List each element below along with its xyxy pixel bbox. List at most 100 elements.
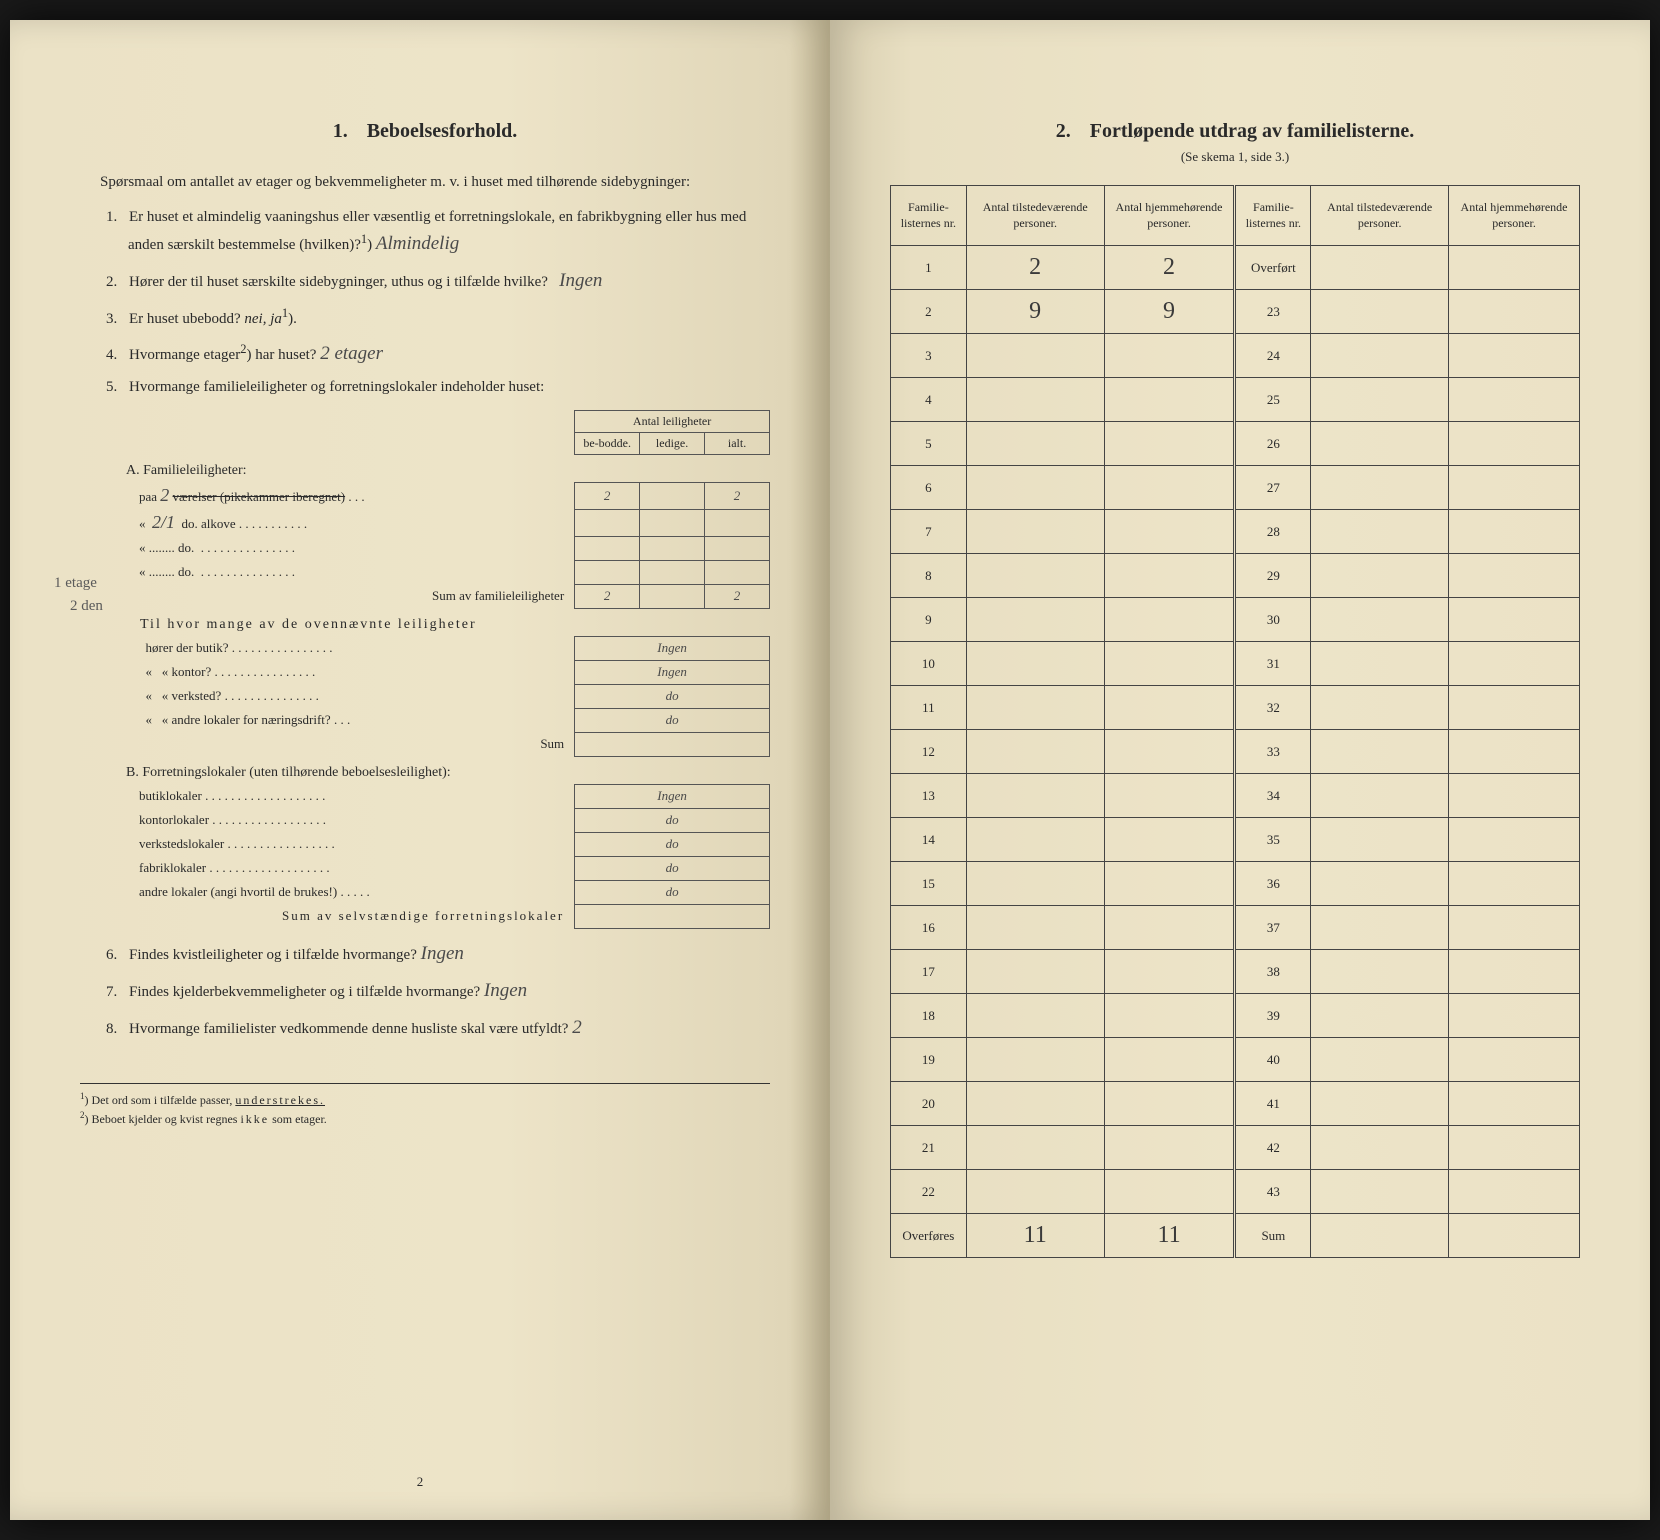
cell-hjemme-r: [1449, 334, 1580, 378]
cell-tilstede: [966, 642, 1104, 686]
sum-label: Sum: [1235, 1214, 1311, 1258]
right-page: 2. Fortløpende utdrag av familielisterne…: [830, 20, 1650, 1520]
section-1-label: Beboelsesforhold.: [367, 120, 518, 142]
table-row: 930: [891, 598, 1580, 642]
cell-hjemme-r: [1449, 1170, 1580, 1214]
row-num-right: 37: [1235, 906, 1311, 950]
cell-tilstede: [966, 730, 1104, 774]
subq-kontor: « « kontor? . . . . . . . . . . . . . . …: [120, 660, 770, 684]
sum-b-label: Sum av selvstændige forretningslokaler: [282, 908, 564, 923]
row-a1: paa 2 værelser (pikekammer iberegnet) . …: [120, 482, 770, 509]
cell-tilstede: [966, 554, 1104, 598]
leiligheter-table: Antal leiligheter be-bodde. ledige. ialt…: [120, 410, 770, 929]
row-num-right: 43: [1235, 1170, 1311, 1214]
col-ialt: ialt.: [705, 432, 770, 454]
cell-tilstede: [966, 422, 1104, 466]
row-num-right: 32: [1235, 686, 1311, 730]
table-row: 829: [891, 554, 1580, 598]
cell-tilstede: [966, 510, 1104, 554]
row-num-left: 4: [891, 378, 967, 422]
row-num-left: 17: [891, 950, 967, 994]
row-num-left: 20: [891, 1082, 967, 1126]
row-num-right: 42: [1235, 1126, 1311, 1170]
row-b2: kontorlokaler . . . . . . . . . . . . . …: [120, 808, 770, 832]
q7-answer: Ingen: [484, 980, 527, 1001]
table-row: 2142: [891, 1126, 1580, 1170]
cell-hjemme-r: [1449, 686, 1580, 730]
extract-header-row: Familie-listernes nr. Antal tilstedevære…: [891, 186, 1580, 246]
cell-tilstede-r: [1311, 598, 1449, 642]
cell-hjemme-r: [1449, 1126, 1580, 1170]
row-b5-ans: do: [575, 880, 770, 904]
cell-tilstede: [966, 818, 1104, 862]
cell-tilstede: [966, 994, 1104, 1038]
question-1: 1. Er huset et almindelig vaaningshus el…: [106, 206, 770, 259]
cell-tilstede: 2: [966, 246, 1104, 290]
cell-hjemme: [1104, 950, 1235, 994]
section-a-label: A. Familieleiligheter:: [120, 454, 770, 482]
questions-list-2: 6. Findes kvistleiligheter og i tilfælde…: [80, 939, 770, 1043]
cell-hjemme-r: [1449, 290, 1580, 334]
cell-hjemme: [1104, 466, 1235, 510]
margin-note-1: 1 etage: [54, 575, 97, 592]
question-4: 4. Hvormange etager2) har huset? 2 etage…: [106, 339, 770, 368]
q8-answer: 2: [572, 1017, 582, 1038]
row-num-left: 19: [891, 1038, 967, 1082]
section-2-title: 2. Fortløpende utdrag av familielisterne…: [890, 120, 1580, 143]
question-6: 6. Findes kvistleiligheter og i tilfælde…: [106, 939, 770, 968]
cell-hjemme-r: [1449, 1082, 1580, 1126]
row-num-left: 3: [891, 334, 967, 378]
cell-tilstede-r: [1311, 994, 1449, 1038]
row-a1-label: paa 2 værelser (pikekammer iberegnet) . …: [120, 482, 575, 509]
col-tilstede-2: Antal tilstedeværende personer.: [1311, 186, 1449, 246]
row-num-right: 36: [1235, 862, 1311, 906]
col-bebodde: be-bodde.: [575, 432, 640, 454]
cell-hjemme-r: [1449, 730, 1580, 774]
q3-answer: nei, ja: [244, 311, 282, 327]
cell-tilstede: [966, 378, 1104, 422]
cell-tilstede: [966, 334, 1104, 378]
row-b5: andre lokaler (angi hvortil de brukes!) …: [120, 880, 770, 904]
col-family-nr-2: Familie-listernes nr.: [1235, 186, 1311, 246]
footnote-2: 2) Beboet kjelder og kvist regnes ikke s…: [80, 1109, 770, 1128]
cell-hjemme-r: [1449, 466, 1580, 510]
sum-hjemme: 11: [1104, 1214, 1235, 1258]
q3-sup: 1: [282, 306, 288, 320]
cell-hjemme-r: [1449, 994, 1580, 1038]
table-row: 1334: [891, 774, 1580, 818]
cell-hjemme-r: [1449, 598, 1580, 642]
cell-hjemme: [1104, 818, 1235, 862]
row-num-right: 41: [1235, 1082, 1311, 1126]
row-num-left: 6: [891, 466, 967, 510]
q2-text: Hører der til huset særskilte sidebygnin…: [129, 274, 548, 290]
cell-tilstede-r: [1311, 642, 1449, 686]
row-num-right: 27: [1235, 466, 1311, 510]
cell-tilstede-r: [1311, 774, 1449, 818]
cell-hjemme: [1104, 598, 1235, 642]
row-num-left: 22: [891, 1170, 967, 1214]
cell-hjemme: [1104, 554, 1235, 598]
row-num-left: 9: [891, 598, 967, 642]
cell-hjemme-r: [1449, 818, 1580, 862]
cell-hjemme-r: [1449, 862, 1580, 906]
cell-hjemme: 9: [1104, 290, 1235, 334]
row-a2: « 2/1 do. alkove . . . . . . . . . . .: [120, 509, 770, 536]
row-num-left: 8: [891, 554, 967, 598]
col-hjemme-2: Antal hjemmehørende personer.: [1449, 186, 1580, 246]
row-num-right: 34: [1235, 774, 1311, 818]
sub-sum-label: Sum: [120, 732, 575, 756]
question-7: 7. Findes kjelderbekvemmeligheter og i t…: [106, 976, 770, 1005]
sum-b-row: Sum av selvstændige forretningslokaler: [120, 904, 770, 928]
question-8: 8. Hvormange familielister vedkommende d…: [106, 1013, 770, 1042]
row-num-right: 28: [1235, 510, 1311, 554]
cell-tilstede-r: [1311, 862, 1449, 906]
row-num-left: 16: [891, 906, 967, 950]
row-b3-ans: do: [575, 832, 770, 856]
cell-tilstede: [966, 774, 1104, 818]
cell-hjemme: [1104, 686, 1235, 730]
cell-hjemme-r: [1449, 1038, 1580, 1082]
cell-hjemme: 2: [1104, 246, 1235, 290]
cell-hjemme: [1104, 1038, 1235, 1082]
intro-text: Spørsmaal om antallet av etager og bekve…: [80, 171, 770, 194]
subq-verksted-ans: do: [575, 684, 770, 708]
